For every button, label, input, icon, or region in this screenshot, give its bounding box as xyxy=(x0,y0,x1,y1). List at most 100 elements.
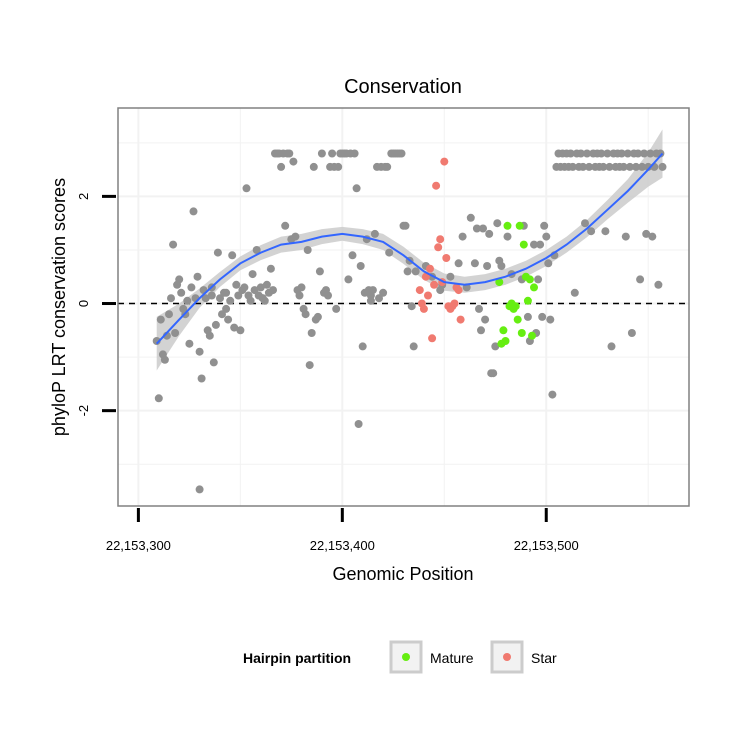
point-none xyxy=(634,149,642,158)
point-none xyxy=(491,342,500,351)
legend-swatch-mature xyxy=(402,653,410,661)
point-mature xyxy=(515,221,524,230)
point-none xyxy=(489,369,498,378)
point-none xyxy=(197,374,206,383)
point-none xyxy=(315,267,324,276)
point-mature xyxy=(513,315,522,324)
point-none xyxy=(646,149,655,158)
point-none xyxy=(324,291,332,300)
point-none xyxy=(536,240,545,249)
legend-entry-star: Star xyxy=(490,640,557,674)
y-axis: -2 0 2 xyxy=(76,193,116,417)
point-mature xyxy=(519,240,528,249)
point-none xyxy=(189,207,198,216)
legend-label-mature: Mature xyxy=(430,650,474,666)
point-none xyxy=(211,320,220,329)
panel-border xyxy=(117,107,690,507)
smooth-curve-layer xyxy=(155,152,664,345)
point-none xyxy=(454,259,463,268)
point-none xyxy=(246,296,255,305)
point-none xyxy=(301,310,310,319)
chart-title: Conservation xyxy=(344,76,462,98)
point-none xyxy=(281,221,290,230)
point-star xyxy=(419,304,428,313)
point-none xyxy=(523,312,532,321)
point-star xyxy=(430,280,439,289)
point-none xyxy=(228,251,237,260)
point-none xyxy=(277,162,286,171)
point-mature xyxy=(525,275,534,284)
point-mature xyxy=(528,331,536,340)
point-none xyxy=(213,248,222,257)
gridlines xyxy=(118,108,689,506)
point-none xyxy=(475,304,483,313)
point-star xyxy=(450,299,459,308)
point-none xyxy=(156,315,165,324)
point-none xyxy=(470,259,479,268)
y-tick-label: -2 xyxy=(76,405,91,417)
x-tick-label: 22,153,500 xyxy=(514,538,579,553)
point-none xyxy=(485,229,494,238)
point-mature xyxy=(501,337,510,345)
point-none xyxy=(154,394,163,403)
point-none xyxy=(587,227,596,236)
point-none xyxy=(636,275,645,284)
x-axis-title: Genomic Position xyxy=(332,564,473,584)
point-none xyxy=(566,149,575,158)
point-mature xyxy=(517,329,526,337)
point-none xyxy=(534,275,543,284)
y-tick-label: 0 xyxy=(76,300,91,307)
point-none xyxy=(160,355,169,364)
point-none xyxy=(258,294,267,303)
point-mature xyxy=(523,296,532,305)
point-none xyxy=(195,485,204,494)
point-none xyxy=(248,270,257,279)
smooth-curve xyxy=(155,152,664,345)
point-none xyxy=(262,280,271,289)
point-none xyxy=(222,304,231,313)
point-none xyxy=(352,184,361,193)
point-star xyxy=(456,315,465,324)
point-none xyxy=(291,232,300,241)
point-none xyxy=(644,162,653,171)
point-none xyxy=(493,219,502,228)
point-none xyxy=(252,246,261,254)
point-none xyxy=(446,272,455,281)
point-star xyxy=(424,291,432,300)
point-star xyxy=(434,243,443,252)
point-none xyxy=(195,347,204,356)
point-mature xyxy=(511,302,520,311)
point-none xyxy=(368,286,377,295)
point-none xyxy=(332,304,341,313)
point-none xyxy=(601,227,610,236)
x-tick-label: 22,153,300 xyxy=(106,538,171,553)
point-none xyxy=(570,288,579,297)
point-none xyxy=(209,358,218,367)
x-axis: 22,153,300 22,153,400 22,153,500 xyxy=(106,508,579,553)
point-none xyxy=(603,149,612,158)
point-star xyxy=(421,272,430,281)
point-none xyxy=(385,248,394,257)
point-none xyxy=(232,280,241,289)
point-none xyxy=(617,149,626,158)
x-tick-label: 22,153,400 xyxy=(310,538,375,553)
point-none xyxy=(175,275,184,284)
point-none xyxy=(625,162,634,171)
point-none xyxy=(236,326,245,335)
point-none xyxy=(638,162,647,171)
point-none xyxy=(222,288,231,297)
point-none xyxy=(579,162,587,171)
point-none xyxy=(503,232,512,241)
point-mature xyxy=(530,283,538,292)
points-layer xyxy=(152,149,667,494)
legend-entry-mature: Mature xyxy=(389,640,474,674)
legend-swatch-star xyxy=(503,653,511,661)
point-mature xyxy=(499,326,508,335)
point-none xyxy=(309,162,318,171)
point-star xyxy=(415,286,424,295)
point-none xyxy=(576,149,585,158)
point-star xyxy=(428,334,437,343)
point-none xyxy=(256,283,265,292)
point-none xyxy=(165,310,173,319)
